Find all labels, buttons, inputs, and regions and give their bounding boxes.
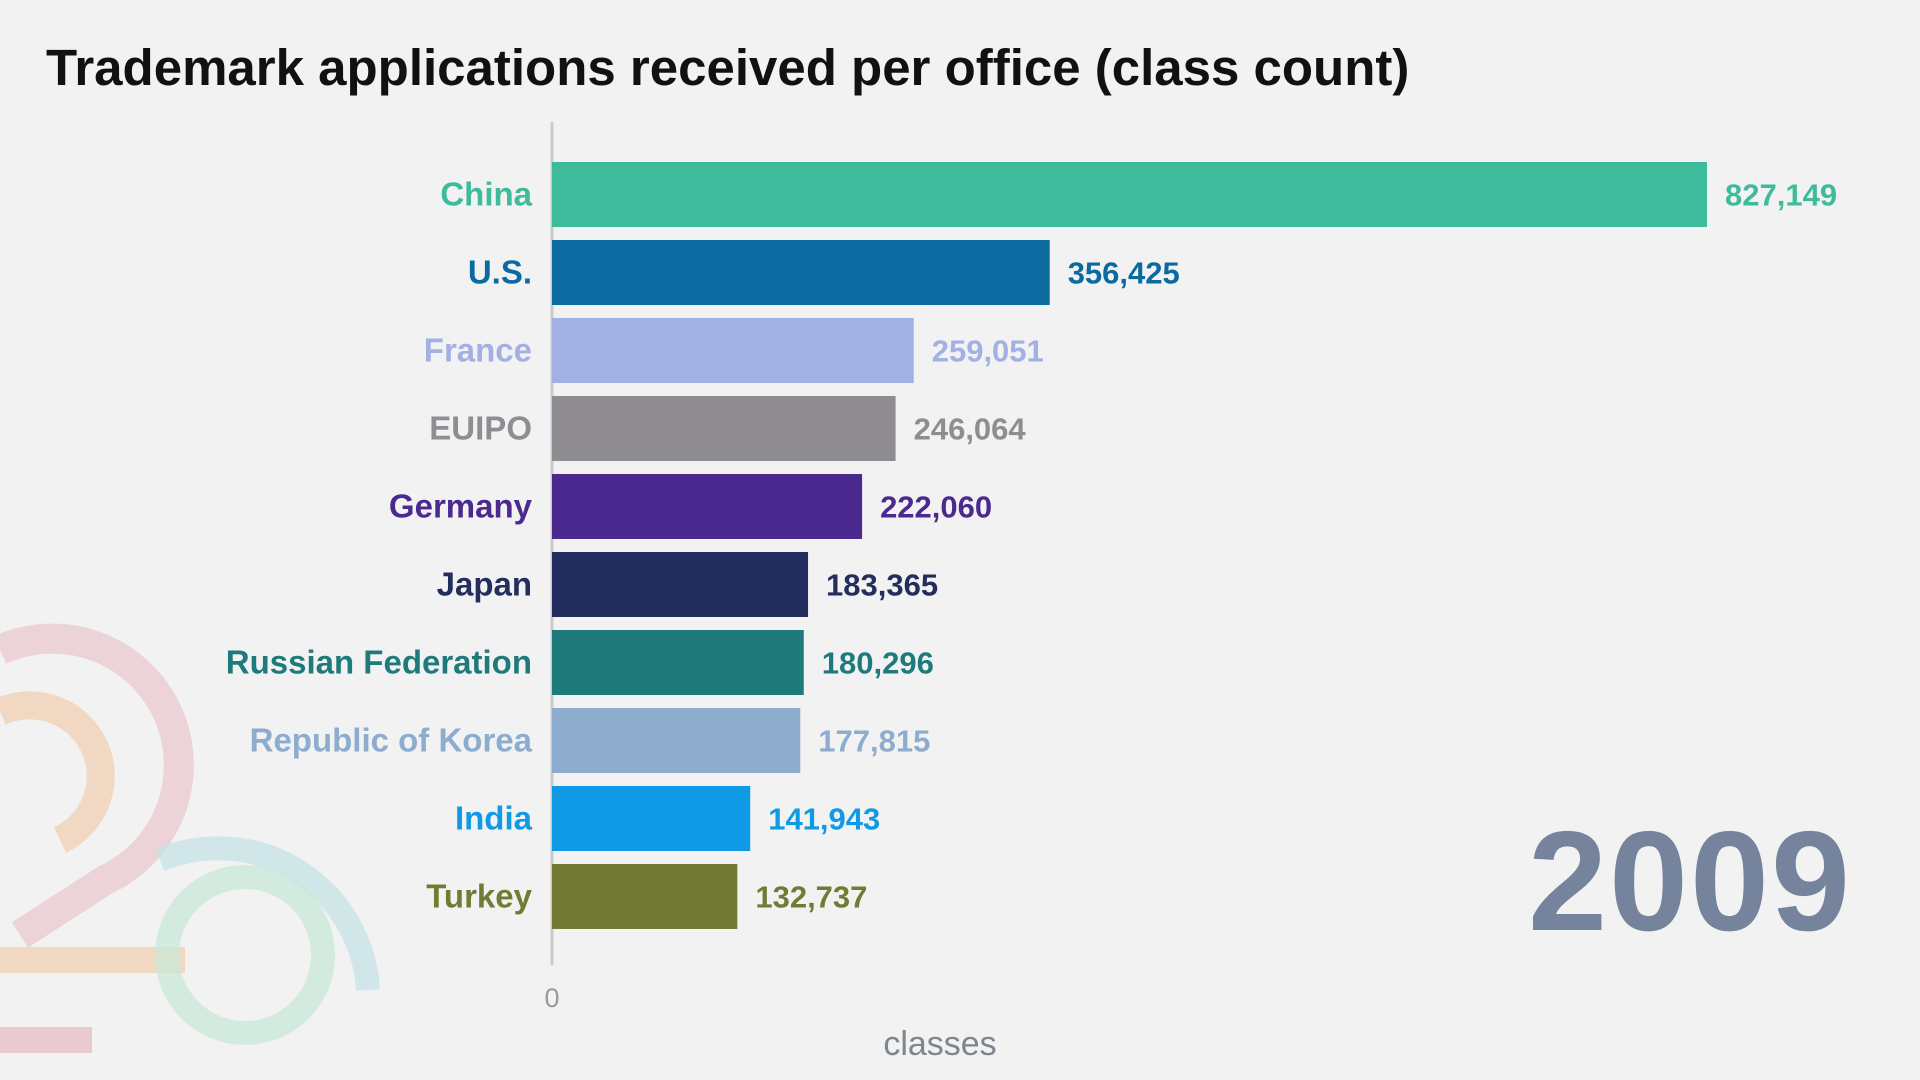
value-label: 132,737 [755,880,867,915]
value-label: 222,060 [880,490,992,525]
bar [552,864,738,929]
bar [552,708,801,773]
category-label: Turkey [426,878,532,915]
bar [552,240,1050,305]
value-label: 141,943 [768,802,880,837]
bar-row: Russian Federation 180,296 [226,630,934,695]
year-label: 2009 [1528,802,1852,961]
value-label: 183,365 [826,568,938,603]
category-label: Japan [437,566,532,603]
value-label: 827,149 [1725,178,1837,213]
bar-row: Turkey 132,737 [426,864,867,929]
bar-row: Republic of Korea 177,815 [250,708,930,773]
background-logo-decoration [0,623,380,1053]
category-label: India [455,800,533,837]
bar-row: Germany 222,060 [389,474,992,539]
chart-title: Trademark applications received per offi… [46,39,1410,96]
value-label: 180,296 [822,646,934,681]
category-label: China [440,176,532,213]
value-label: 177,815 [818,724,930,759]
bar [552,552,809,617]
bar-row: Japan 183,365 [437,552,938,617]
bar-row: EUIPO 246,064 [429,396,1026,461]
bar [552,786,751,851]
x-axis-label: classes [883,1025,996,1063]
category-label: France [424,332,532,369]
value-label: 259,051 [932,334,1044,369]
bar [552,630,804,695]
x-tick-label: 0 [544,983,559,1013]
bar [552,396,896,461]
category-label: Russian Federation [226,644,532,681]
category-label: U.S. [468,254,532,291]
category-label: Republic of Korea [250,722,533,759]
bar-row: India 141,943 [455,786,880,851]
bar [552,318,914,383]
category-label: EUIPO [429,410,532,447]
bar-row: China 827,149 [440,162,1837,227]
bar [552,162,1707,227]
bar-row: U.S. 356,425 [468,240,1180,305]
category-label: Germany [389,488,533,525]
value-label: 356,425 [1068,256,1180,291]
value-label: 246,064 [914,412,1027,447]
bar [552,474,863,539]
bar-row: France 259,051 [424,318,1044,383]
